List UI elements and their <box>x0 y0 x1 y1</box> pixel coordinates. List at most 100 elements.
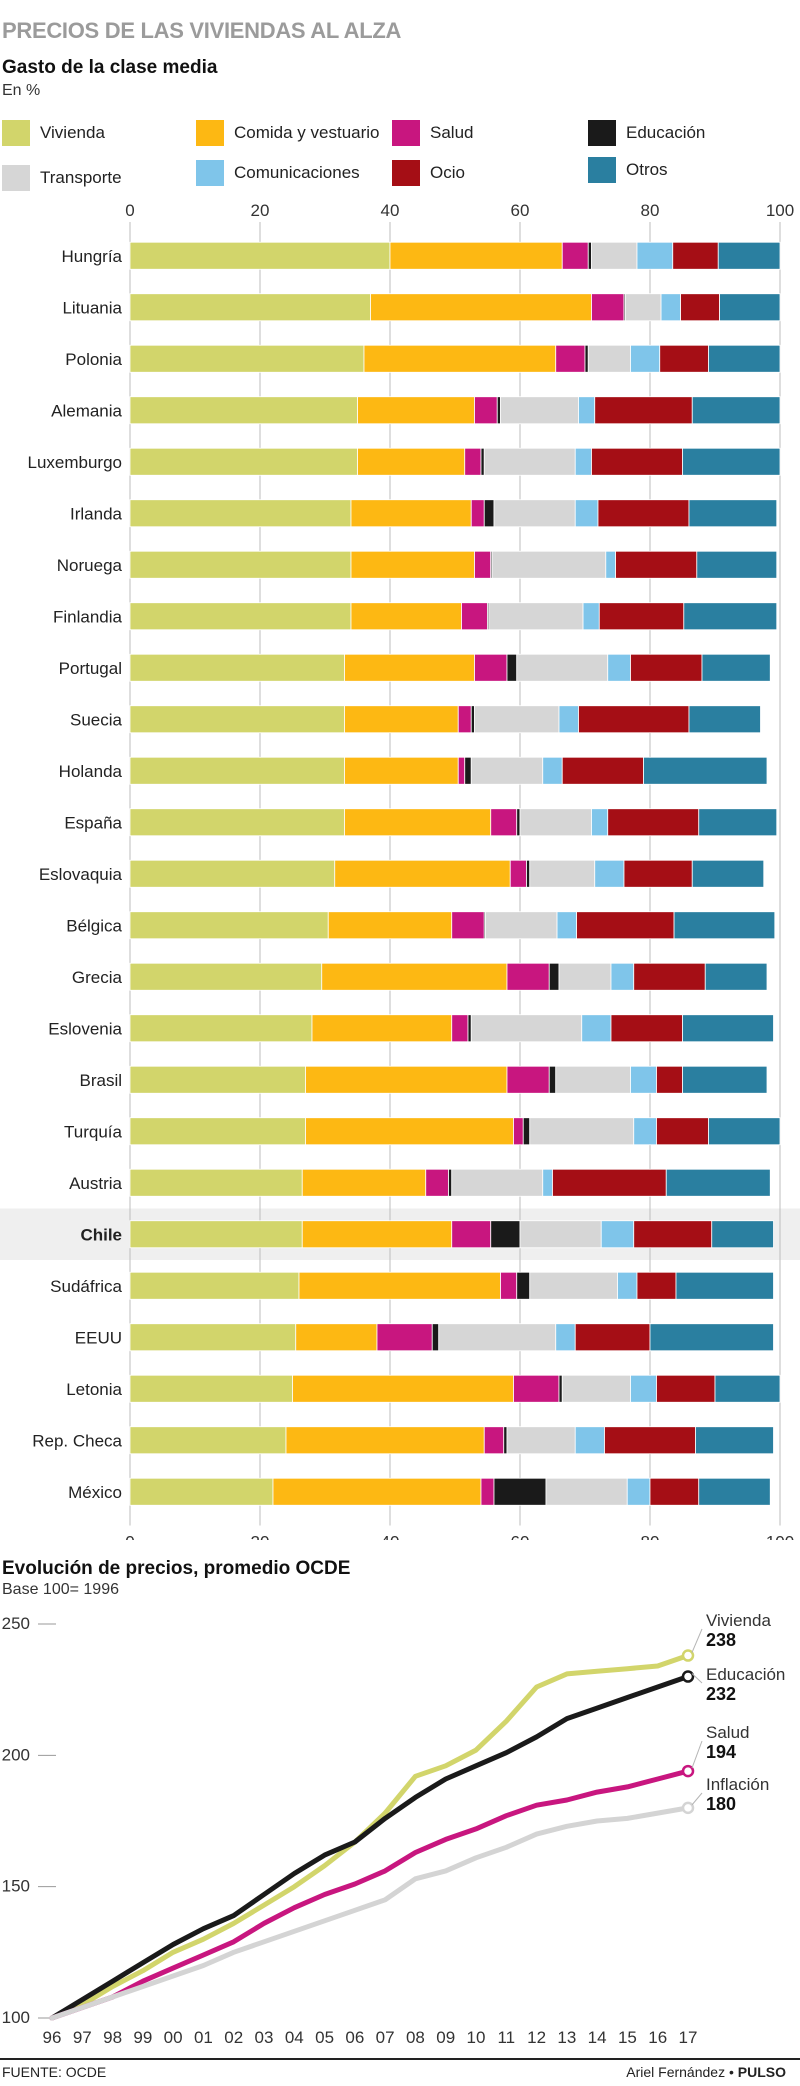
stacked-bar-chart: 0 0 20 20 40 40 60 60 80 80 100 100 Hungría Lituania P… <box>0 201 800 1541</box>
x-tick-label-top: 100 <box>766 201 794 220</box>
series-line-salud <box>49 1768 691 2021</box>
bar-segment-comida-y-vestuario <box>272 1477 482 1506</box>
category-label: EEUU <box>75 1328 122 1347</box>
bar-segment-vivienda <box>129 653 345 682</box>
bar-segment-otros <box>696 550 778 579</box>
bar-segment-vivienda <box>129 241 391 270</box>
legend-item-otros: Otros <box>588 157 668 183</box>
bar-segment-comunicaciones <box>626 1477 651 1506</box>
bar-segment-salud <box>470 499 485 528</box>
category-label: Noruega <box>57 556 123 575</box>
x-tick-label: 13 <box>557 2028 576 2047</box>
bar-segment-salud <box>451 1220 492 1249</box>
x-tick-label: 10 <box>467 2028 486 2047</box>
category-label: Hungría <box>62 247 123 266</box>
x-tick-label-bottom: 60 <box>511 1533 530 1541</box>
x-tick-label-top: 80 <box>641 201 660 220</box>
bar-segment-educacion <box>470 705 475 734</box>
bar-segment-ocio <box>623 859 693 888</box>
bar-segment-educacion <box>506 653 518 682</box>
bar-segment-educacion <box>548 1065 557 1094</box>
category-label: Eslovaquia <box>39 865 123 884</box>
bar-segment-comunicaciones <box>578 396 596 425</box>
bar-segment-vivienda <box>129 1168 303 1197</box>
bar-segment-ocio <box>610 1014 683 1043</box>
x-tick-label: 12 <box>527 2028 546 2047</box>
bar-segment-otros <box>708 1117 781 1146</box>
bar-segment-otros <box>683 602 778 631</box>
bar-segment-otros <box>682 447 781 476</box>
bar-segment-comunicaciones <box>555 1323 576 1352</box>
series-label-leader <box>691 1740 703 1769</box>
bar-segment-vivienda <box>129 447 358 476</box>
bar-segment-ocio <box>578 705 690 734</box>
bar-segment-educacion <box>467 1014 472 1043</box>
legend-label: Salud <box>430 123 474 142</box>
bar-segment-comunicaciones <box>591 808 609 837</box>
bar-segment-comunicaciones <box>542 1168 553 1197</box>
bar-segment-salud <box>425 1168 449 1197</box>
bar-segment-salud <box>483 1426 505 1455</box>
bar-segment-comida-y-vestuario <box>357 396 475 425</box>
x-tick-label: 02 <box>224 2028 243 2047</box>
series-name-label: Inflación <box>706 1775 769 1794</box>
bar-segment-transporte <box>561 1374 631 1403</box>
legend-label: Vivienda <box>40 123 105 142</box>
series-name-label: Educación <box>706 1665 785 1684</box>
bar-segment-transporte <box>451 1168 544 1197</box>
bar-segment-comunicaciones <box>600 1220 635 1249</box>
bar-segment-transporte <box>483 447 576 476</box>
bar-segment-comida-y-vestuario <box>327 911 453 940</box>
bar-segment-salud <box>474 653 508 682</box>
bar-segment-salud <box>513 1117 524 1146</box>
legend-item-ocio: Ocio <box>392 160 465 186</box>
legend-label: Transporte <box>40 168 122 187</box>
legend-swatch <box>196 160 224 186</box>
bar-segment-comunicaciones <box>630 1065 657 1094</box>
bar-segment-ocio <box>636 1271 677 1300</box>
bar-segment-otros <box>688 705 761 734</box>
bar-segment-salud <box>490 808 518 837</box>
legend-swatch <box>196 120 224 146</box>
x-tick-label-top: 60 <box>511 201 530 220</box>
bar-segment-comida-y-vestuario <box>295 1323 378 1352</box>
bar-segment-ocio <box>604 1426 696 1455</box>
bar-segment-comida-y-vestuario <box>285 1426 485 1455</box>
bar-segment-comida-y-vestuario <box>350 602 462 631</box>
bar-segment-comida-y-vestuario <box>389 241 563 270</box>
bar-segment-educacion <box>490 1220 521 1249</box>
bar-segment-comunicaciones <box>594 859 625 888</box>
category-label: Lituania <box>62 298 122 317</box>
bar-segment-ocio <box>597 499 690 528</box>
legend-label: Comida y vestuario <box>234 123 380 142</box>
x-tick-label: 04 <box>285 2028 304 2047</box>
bar-segment-educacion <box>464 756 472 785</box>
bar-segment-comida-y-vestuario <box>305 1065 508 1094</box>
x-tick-label: 01 <box>194 2028 213 2047</box>
category-label: Brasil <box>79 1071 122 1090</box>
bar-segment-ocio <box>656 1117 709 1146</box>
bar-segment-transporte <box>545 1477 628 1506</box>
bar-segment-comida-y-vestuario <box>370 293 592 322</box>
bar-segment-vivienda <box>129 962 323 991</box>
bar-segment-comunicaciones <box>605 550 616 579</box>
category-label: Portugal <box>59 659 122 678</box>
y-tick-label: 200 <box>2 1745 30 1764</box>
category-label: México <box>68 1483 122 1502</box>
legend-label: Comunicaciones <box>234 163 360 182</box>
legend-swatch <box>392 120 420 146</box>
legend-item-comunicaciones: Comunicaciones <box>196 160 360 186</box>
bar-segment-transporte <box>555 1065 631 1094</box>
bar-segment-vivienda <box>129 1014 313 1043</box>
x-tick-label: 14 <box>588 2028 607 2047</box>
series-end-value: 194 <box>706 1742 736 1762</box>
bar-segment-salud <box>451 1014 469 1043</box>
bar-segment-educacion <box>431 1323 440 1352</box>
bar-segment-transporte <box>493 499 576 528</box>
bar-segment-salud <box>464 447 482 476</box>
bar-segment-ocio <box>633 962 706 991</box>
bar-segment-comida-y-vestuario <box>350 499 472 528</box>
bar-segment-vivienda <box>129 1065 306 1094</box>
legend-label: Otros <box>626 160 668 179</box>
x-tick-label: 16 <box>648 2028 667 2047</box>
